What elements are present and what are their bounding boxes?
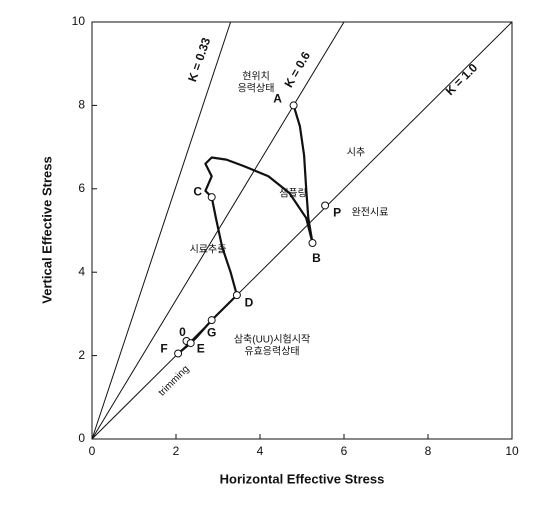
point-marker <box>232 291 241 300</box>
stress-path <box>204 156 314 244</box>
annotation: 시료추출 <box>190 244 227 256</box>
k-line <box>91 21 232 440</box>
plot-frame <box>91 21 513 440</box>
annotation: 시추 <box>347 147 365 159</box>
k-label: K = 0.6 <box>281 49 313 90</box>
annotation: trimming <box>157 364 192 399</box>
point-marker <box>207 193 216 202</box>
y-tick-label: 4 <box>78 264 85 278</box>
point-marker <box>308 239 317 248</box>
point-marker <box>174 349 183 358</box>
stress-path <box>210 196 238 296</box>
annotation: 샘플링 <box>279 188 307 200</box>
y-tick-label: 0 <box>78 431 85 445</box>
annotation: 현위치 <box>242 70 270 83</box>
y-tick-label: 2 <box>78 348 85 362</box>
k-line <box>91 21 513 440</box>
x-axis-title: Horizontal Effective Stress <box>220 471 385 486</box>
k-label: K = 1.0 <box>443 60 481 98</box>
x-tick-label: 0 <box>89 444 96 458</box>
x-tick-label: 8 <box>425 444 432 458</box>
point-marker <box>186 339 195 348</box>
annotation: 응력상태 <box>238 83 275 95</box>
y-tick-label: 10 <box>72 14 86 28</box>
point-label: C <box>193 184 202 198</box>
stress-path <box>292 105 314 244</box>
x-tick-label: 4 <box>257 444 264 458</box>
point-label: P <box>333 206 341 220</box>
x-tick-label: 10 <box>505 444 519 458</box>
point-marker <box>321 201 330 210</box>
point-label: B <box>312 251 321 265</box>
x-tick-label: 2 <box>173 444 180 458</box>
y-tick-label: 6 <box>78 181 85 195</box>
point-label: 0 <box>179 325 186 339</box>
annotation: 삼축(UU)시험시작 <box>234 334 310 346</box>
point-label: G <box>207 325 216 339</box>
point-marker <box>289 101 298 110</box>
annotation: 완전시료 <box>352 207 389 219</box>
annotation: 유효응력상태 <box>244 346 299 358</box>
point-label: F <box>160 342 167 356</box>
point-marker <box>207 316 216 325</box>
y-tick-label: 8 <box>78 98 85 112</box>
k-label: K = 0.33 <box>185 36 213 84</box>
point-label: E <box>197 341 205 355</box>
x-tick-label: 6 <box>341 444 348 458</box>
point-label: A <box>273 92 282 106</box>
y-axis-title: Vertical Effective Stress <box>39 156 54 303</box>
point-label: D <box>245 295 254 309</box>
